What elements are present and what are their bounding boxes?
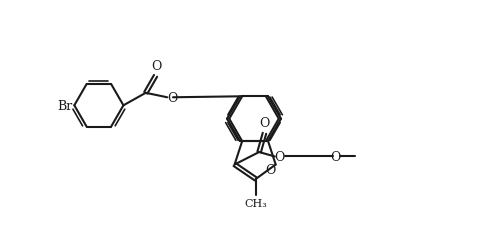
Text: O: O (265, 164, 275, 177)
Text: Br: Br (57, 99, 72, 112)
Text: O: O (274, 150, 285, 163)
Text: O: O (151, 60, 161, 73)
Text: O: O (330, 150, 340, 163)
Text: O: O (167, 91, 178, 104)
Text: O: O (259, 116, 270, 129)
Text: CH₃: CH₃ (244, 198, 267, 208)
